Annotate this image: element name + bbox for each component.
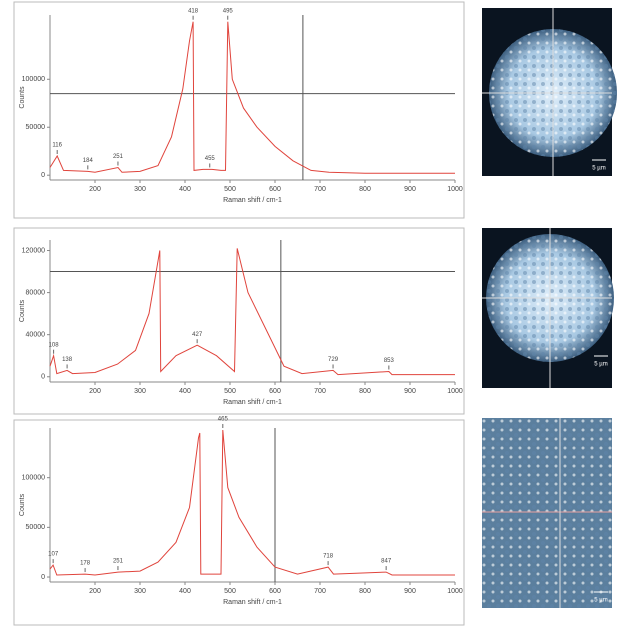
micrograph: 5 µm <box>482 8 617 176</box>
peak-label: 465 <box>218 417 229 423</box>
x-tick-label: 300 <box>134 588 146 595</box>
x-tick-label: 900 <box>404 588 416 595</box>
x-tick-label: 500 <box>224 186 236 193</box>
y-tick-label: 50000 <box>26 124 46 131</box>
peak-label: 251 <box>113 154 124 160</box>
micrograph: 5 µm <box>482 418 612 608</box>
spectrum-line <box>49 429 455 576</box>
x-tick-label: 700 <box>314 388 326 395</box>
scale-label: 5 µm <box>594 598 607 604</box>
y-axis-label: Counts <box>19 86 26 109</box>
x-tick-label: 1000 <box>447 186 463 193</box>
x-tick-label: 200 <box>89 588 101 595</box>
scale-label: 5 µm <box>594 362 607 368</box>
x-tick-label: 600 <box>269 388 281 395</box>
y-tick-label: 0 <box>41 374 45 381</box>
y-tick-label: 0 <box>41 574 45 581</box>
y-tick-label: 100000 <box>22 76 45 83</box>
x-tick-label: 1000 <box>447 388 463 395</box>
x-tick-label: 300 <box>134 186 146 193</box>
y-axis-label: Counts <box>19 299 26 322</box>
x-tick-label: 900 <box>404 186 416 193</box>
peak-label: 108 <box>49 342 60 348</box>
peak-label: 427 <box>192 332 203 338</box>
x-tick-label: 200 <box>89 388 101 395</box>
y-tick-label: 120000 <box>22 247 45 254</box>
x-tick-label: 700 <box>314 588 326 595</box>
peak-label: 107 <box>48 552 59 558</box>
peak-label: 178 <box>80 561 91 567</box>
peak-label: 729 <box>328 357 339 363</box>
y-tick-label: 50000 <box>26 524 46 531</box>
x-tick-label: 400 <box>179 388 191 395</box>
x-tick-label: 200 <box>89 186 101 193</box>
peak-label: 853 <box>384 358 395 364</box>
panel-frame <box>13 1 465 219</box>
peak-label: 184 <box>83 158 94 164</box>
panel-frame <box>13 227 465 415</box>
spectrum-line <box>49 21 455 174</box>
x-tick-label: 800 <box>359 588 371 595</box>
micrograph: 5 µm <box>482 228 614 388</box>
x-tick-label: 400 <box>179 588 191 595</box>
peak-label: 418 <box>188 8 199 14</box>
x-tick-label: 400 <box>179 186 191 193</box>
spectrum-line <box>49 248 455 376</box>
y-tick-label: 100000 <box>22 475 45 482</box>
x-axis-label: Raman shift / cm-1 <box>223 197 282 204</box>
peak-label: 847 <box>381 559 392 565</box>
x-tick-label: 700 <box>314 186 326 193</box>
x-tick-label: 1000 <box>447 588 463 595</box>
peak-label: 718 <box>323 554 334 560</box>
scale-label: 5 µm <box>592 166 605 172</box>
x-axis-label: Raman shift / cm-1 <box>223 399 282 406</box>
peak-label: 455 <box>205 156 216 162</box>
x-tick-label: 500 <box>224 388 236 395</box>
y-tick-label: 0 <box>41 172 45 179</box>
peak-label: 495 <box>223 8 234 14</box>
panel-frame <box>13 419 465 626</box>
x-tick-label: 300 <box>134 388 146 395</box>
y-tick-label: 80000 <box>26 289 46 296</box>
peak-label: 138 <box>62 357 73 363</box>
x-tick-label: 800 <box>359 186 371 193</box>
x-tick-label: 800 <box>359 388 371 395</box>
y-tick-label: 40000 <box>26 332 46 339</box>
peak-label: 116 <box>52 143 62 149</box>
x-axis-label: Raman shift / cm-1 <box>223 599 282 606</box>
x-tick-label: 900 <box>404 388 416 395</box>
y-axis-label: Counts <box>19 493 26 516</box>
peak-label: 251 <box>113 559 124 565</box>
x-tick-label: 600 <box>269 588 281 595</box>
x-tick-label: 600 <box>269 186 281 193</box>
x-tick-label: 500 <box>224 588 236 595</box>
